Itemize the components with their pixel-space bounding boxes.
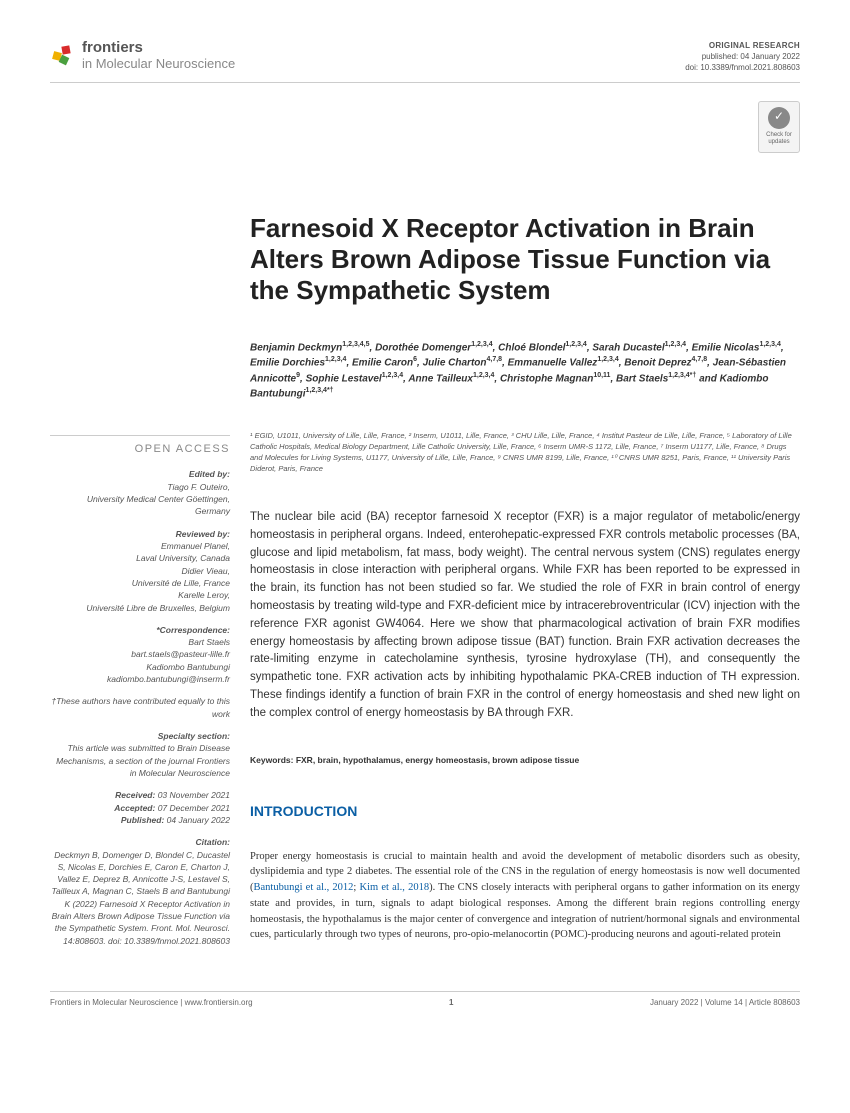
journal-name: in Molecular Neuroscience bbox=[82, 57, 235, 71]
authors-list: Benjamin Deckmyn1,2,3,4,5, Dorothée Dome… bbox=[250, 340, 800, 401]
intro-heading: INTRODUCTION bbox=[250, 803, 800, 819]
corr1-name: Bart Staels bbox=[50, 636, 230, 648]
published-label: Published: bbox=[121, 815, 164, 825]
article-title: Farnesoid X Receptor Activation in Brain… bbox=[250, 213, 800, 307]
footer-left: Frontiers in Molecular Neuroscience | ww… bbox=[50, 998, 253, 1007]
reviewer1-aff: Laval University, Canada bbox=[50, 552, 230, 564]
check-updates-label: Check for updates bbox=[759, 132, 799, 145]
editor-aff: University Medical Center Göettingen, Ge… bbox=[50, 493, 230, 518]
page-number: 1 bbox=[449, 998, 453, 1007]
pub-date: published: 04 January 2022 bbox=[685, 51, 800, 62]
correspondence-label: *Correspondence: bbox=[50, 624, 230, 636]
publication-meta: ORIGINAL RESEARCH published: 04 January … bbox=[685, 40, 800, 74]
citation-text: Deckmyn B, Domenger D, Blondel C, Ducast… bbox=[50, 849, 230, 948]
header: frontiers in Molecular Neuroscience ORIG… bbox=[50, 40, 800, 83]
reviewer3: Karelle Leroy, bbox=[50, 589, 230, 601]
received-date: 03 November 2021 bbox=[158, 790, 230, 800]
reviewed-by-label: Reviewed by: bbox=[50, 528, 230, 540]
citation-label: Citation: bbox=[50, 836, 230, 848]
specialty-label: Specialty section: bbox=[50, 730, 230, 742]
affiliations: ¹ EGID, U1011, University of Lille, Lill… bbox=[250, 431, 800, 475]
abstract: The nuclear bile acid (BA) receptor farn… bbox=[250, 509, 800, 723]
corr2-email: kadiombo.bantubungi@inserm.fr bbox=[50, 673, 230, 685]
citation-link[interactable]: Kim et al., 2018 bbox=[360, 882, 430, 893]
keywords: Keywords: FXR, brain, hypothalamus, ener… bbox=[250, 755, 800, 765]
corr2-name: Kadiombo Bantubungi bbox=[50, 661, 230, 673]
footer-right: January 2022 | Volume 14 | Article 80860… bbox=[650, 998, 800, 1007]
journal-logo: frontiers in Molecular Neuroscience bbox=[50, 40, 235, 71]
corr1-email: bart.staels@pasteur-lille.fr bbox=[50, 648, 230, 660]
page-footer: Frontiers in Molecular Neuroscience | ww… bbox=[50, 991, 800, 1007]
open-access-label: OPEN ACCESS bbox=[50, 435, 230, 458]
brand-name: frontiers bbox=[82, 40, 235, 57]
doi: doi: 10.3389/fnmol.2021.808603 bbox=[685, 62, 800, 73]
received-label: Received: bbox=[115, 790, 155, 800]
accepted-date: 07 December 2021 bbox=[158, 803, 230, 813]
reviewer3-aff: Université Libre de Bruxelles, Belgium bbox=[50, 602, 230, 614]
intro-paragraph: Proper energy homeostasis is crucial to … bbox=[250, 849, 800, 944]
accepted-label: Accepted: bbox=[114, 803, 155, 813]
pub-type: ORIGINAL RESEARCH bbox=[685, 40, 800, 51]
reviewer1: Emmanuel Planel, bbox=[50, 540, 230, 552]
edited-by-label: Edited by: bbox=[50, 468, 230, 480]
check-icon bbox=[768, 107, 790, 129]
sidebar: OPEN ACCESS Edited by: Tiago F. Outeiro,… bbox=[50, 431, 230, 963]
check-updates-badge[interactable]: Check for updates bbox=[758, 101, 800, 153]
published-date: 04 January 2022 bbox=[167, 815, 230, 825]
citation-link[interactable]: Bantubungi et al., 2012 bbox=[254, 882, 354, 893]
specialty-text: This article was submitted to Brain Dise… bbox=[50, 742, 230, 779]
equal-contrib-note: †These authors have contributed equally … bbox=[50, 695, 230, 720]
editor-name: Tiago F. Outeiro, bbox=[50, 481, 230, 493]
frontiers-logo-icon bbox=[50, 42, 76, 68]
reviewer2-aff: Université de Lille, France bbox=[50, 577, 230, 589]
reviewer2: Didier Vieau, bbox=[50, 565, 230, 577]
